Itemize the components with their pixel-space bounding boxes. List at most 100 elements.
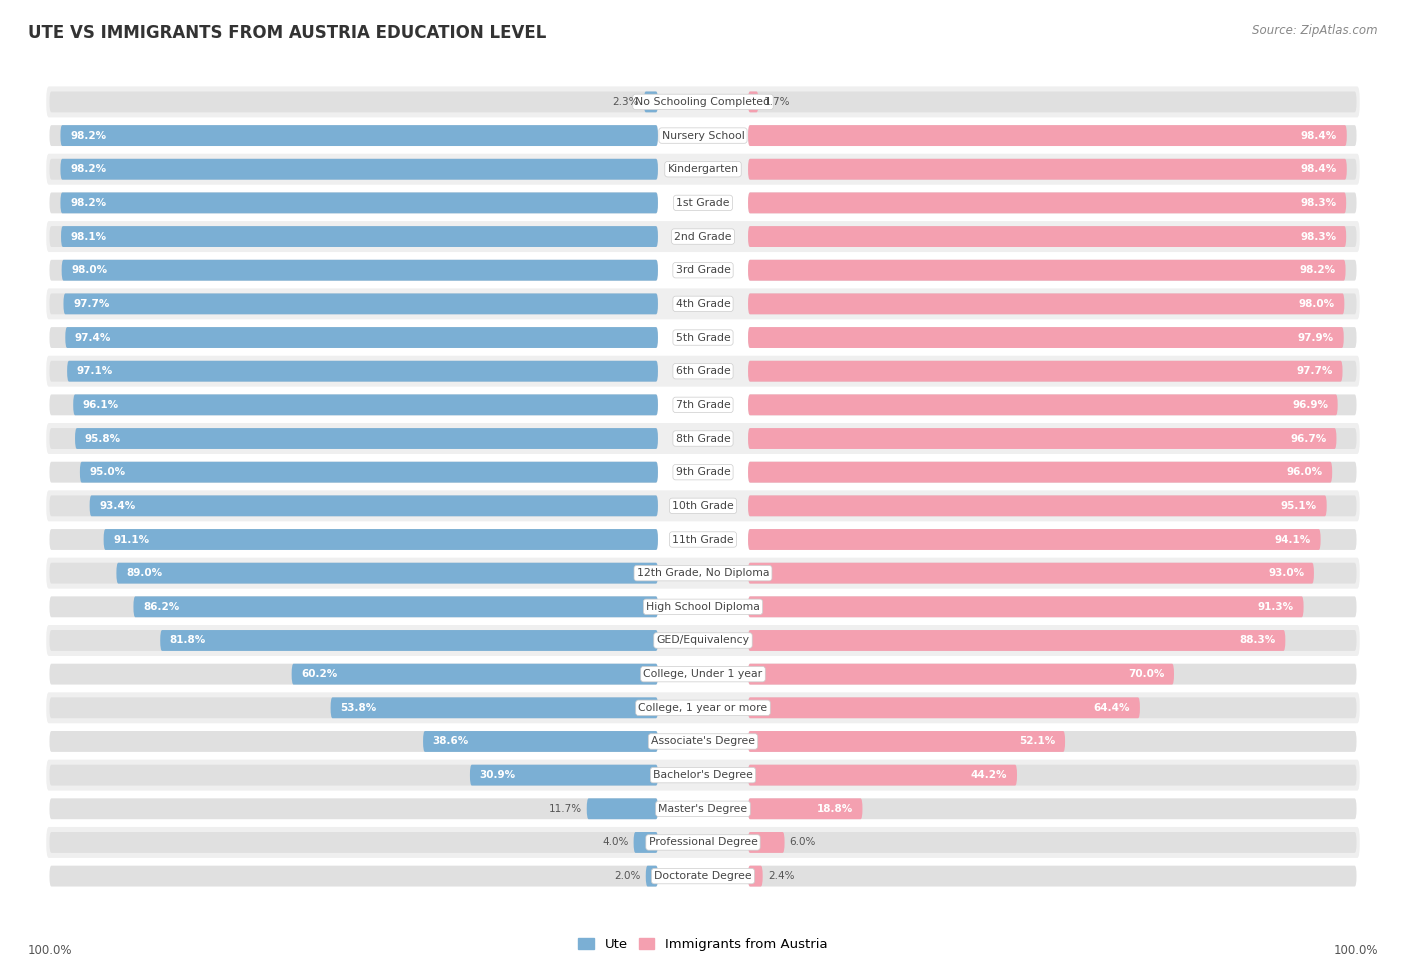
Text: 53.8%: 53.8% [340, 703, 377, 713]
Text: GED/Equivalency: GED/Equivalency [657, 636, 749, 645]
FancyBboxPatch shape [748, 731, 1357, 752]
Text: 100.0%: 100.0% [1333, 945, 1378, 957]
FancyBboxPatch shape [634, 832, 658, 853]
FancyBboxPatch shape [49, 327, 658, 348]
Text: 52.1%: 52.1% [1019, 736, 1056, 747]
FancyBboxPatch shape [49, 630, 658, 651]
FancyBboxPatch shape [748, 462, 1333, 483]
FancyBboxPatch shape [645, 866, 658, 886]
FancyBboxPatch shape [49, 462, 658, 483]
FancyBboxPatch shape [60, 226, 658, 247]
Text: Source: ZipAtlas.com: Source: ZipAtlas.com [1253, 24, 1378, 37]
FancyBboxPatch shape [423, 731, 658, 752]
FancyBboxPatch shape [46, 254, 1360, 286]
FancyBboxPatch shape [49, 563, 658, 584]
Text: 98.2%: 98.2% [70, 198, 107, 208]
FancyBboxPatch shape [46, 221, 1360, 253]
FancyBboxPatch shape [748, 697, 1140, 719]
FancyBboxPatch shape [46, 423, 1360, 454]
Text: Associate's Degree: Associate's Degree [651, 736, 755, 747]
Text: 12th Grade, No Diploma: 12th Grade, No Diploma [637, 568, 769, 578]
Text: 6.0%: 6.0% [790, 838, 815, 847]
Text: 93.0%: 93.0% [1268, 568, 1305, 578]
FancyBboxPatch shape [49, 259, 658, 281]
FancyBboxPatch shape [46, 120, 1360, 151]
FancyBboxPatch shape [80, 462, 658, 483]
FancyBboxPatch shape [748, 664, 1174, 684]
Text: 98.2%: 98.2% [1299, 265, 1336, 275]
Text: 98.4%: 98.4% [1301, 131, 1337, 140]
FancyBboxPatch shape [49, 597, 658, 617]
FancyBboxPatch shape [748, 293, 1344, 314]
Text: 70.0%: 70.0% [1128, 669, 1164, 680]
FancyBboxPatch shape [46, 87, 1360, 117]
FancyBboxPatch shape [46, 187, 1360, 218]
FancyBboxPatch shape [160, 630, 658, 651]
FancyBboxPatch shape [748, 630, 1285, 651]
FancyBboxPatch shape [748, 192, 1357, 214]
Text: 86.2%: 86.2% [143, 602, 180, 612]
Text: 64.4%: 64.4% [1094, 703, 1130, 713]
Text: 98.3%: 98.3% [1301, 198, 1337, 208]
Text: 97.7%: 97.7% [1296, 367, 1333, 376]
FancyBboxPatch shape [134, 597, 658, 617]
Text: 96.7%: 96.7% [1291, 434, 1327, 444]
FancyBboxPatch shape [748, 731, 1066, 752]
FancyBboxPatch shape [46, 591, 1360, 622]
FancyBboxPatch shape [748, 395, 1337, 415]
FancyBboxPatch shape [46, 794, 1360, 824]
FancyBboxPatch shape [748, 563, 1315, 584]
FancyBboxPatch shape [46, 692, 1360, 723]
FancyBboxPatch shape [748, 529, 1320, 550]
FancyBboxPatch shape [73, 395, 658, 415]
FancyBboxPatch shape [49, 361, 658, 381]
Legend: Ute, Immigrants from Austria: Ute, Immigrants from Austria [574, 933, 832, 956]
FancyBboxPatch shape [60, 125, 658, 146]
FancyBboxPatch shape [748, 866, 1357, 886]
FancyBboxPatch shape [748, 764, 1357, 786]
FancyBboxPatch shape [46, 861, 1360, 891]
Text: 97.7%: 97.7% [73, 299, 110, 309]
Text: 96.1%: 96.1% [83, 400, 120, 410]
Text: 2.0%: 2.0% [614, 871, 641, 881]
Text: 100.0%: 100.0% [28, 945, 73, 957]
Text: 44.2%: 44.2% [972, 770, 1007, 780]
FancyBboxPatch shape [49, 697, 658, 719]
FancyBboxPatch shape [748, 293, 1357, 314]
Text: College, 1 year or more: College, 1 year or more [638, 703, 768, 713]
Text: 11th Grade: 11th Grade [672, 534, 734, 544]
FancyBboxPatch shape [291, 664, 658, 684]
Text: 98.4%: 98.4% [1301, 164, 1337, 175]
FancyBboxPatch shape [46, 356, 1360, 387]
Text: 98.3%: 98.3% [1301, 231, 1337, 242]
FancyBboxPatch shape [49, 799, 658, 819]
FancyBboxPatch shape [748, 462, 1357, 483]
FancyBboxPatch shape [470, 764, 658, 786]
FancyBboxPatch shape [748, 226, 1346, 247]
FancyBboxPatch shape [748, 159, 1357, 179]
FancyBboxPatch shape [49, 495, 658, 517]
FancyBboxPatch shape [748, 361, 1343, 381]
Text: High School Diploma: High School Diploma [647, 602, 759, 612]
FancyBboxPatch shape [67, 361, 658, 381]
Text: Doctorate Degree: Doctorate Degree [654, 871, 752, 881]
FancyBboxPatch shape [748, 495, 1357, 517]
FancyBboxPatch shape [644, 92, 658, 112]
FancyBboxPatch shape [90, 495, 658, 517]
FancyBboxPatch shape [62, 259, 658, 281]
FancyBboxPatch shape [60, 192, 658, 214]
FancyBboxPatch shape [46, 659, 1360, 689]
Text: 98.2%: 98.2% [70, 164, 107, 175]
Text: 98.1%: 98.1% [70, 231, 107, 242]
FancyBboxPatch shape [65, 327, 658, 348]
Text: 94.1%: 94.1% [1275, 534, 1310, 544]
FancyBboxPatch shape [748, 428, 1337, 448]
FancyBboxPatch shape [75, 428, 658, 448]
FancyBboxPatch shape [748, 92, 1357, 112]
Text: Professional Degree: Professional Degree [648, 838, 758, 847]
FancyBboxPatch shape [46, 726, 1360, 757]
Text: 38.6%: 38.6% [433, 736, 470, 747]
Text: 2nd Grade: 2nd Grade [675, 231, 731, 242]
FancyBboxPatch shape [748, 597, 1303, 617]
FancyBboxPatch shape [46, 827, 1360, 858]
